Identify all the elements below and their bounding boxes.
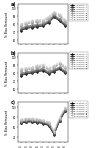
Legend: S=2 Strat. A, S=3 Strat. A, S=4 Strat. A, S=5 Strat. A, S=2 Strat. B, S=3 Strat.: S=2 Strat. A, S=3 Strat. A, S=4 Strat. A…	[69, 4, 88, 21]
Text: a): a)	[11, 2, 16, 7]
Legend: S=2 Strat. A, S=3 Strat. A, S=4 Strat. A, S=5 Strat. A, S=2 Strat. B, S=3 Strat.: S=2 Strat. A, S=3 Strat. A, S=4 Strat. A…	[69, 53, 88, 69]
Y-axis label: % Bias Removed: % Bias Removed	[5, 12, 9, 37]
Text: c): c)	[11, 100, 16, 105]
Legend: S=2 Strat. A, S=3 Strat. A, S=4 Strat. A, S=5 Strat. A, S=2 Strat. B, S=3 Strat.: S=2 Strat. A, S=3 Strat. A, S=4 Strat. A…	[69, 101, 88, 118]
Y-axis label: % Bias Removed: % Bias Removed	[5, 61, 9, 86]
Y-axis label: % Bias Removed: % Bias Removed	[5, 110, 9, 135]
Text: b): b)	[11, 51, 17, 56]
